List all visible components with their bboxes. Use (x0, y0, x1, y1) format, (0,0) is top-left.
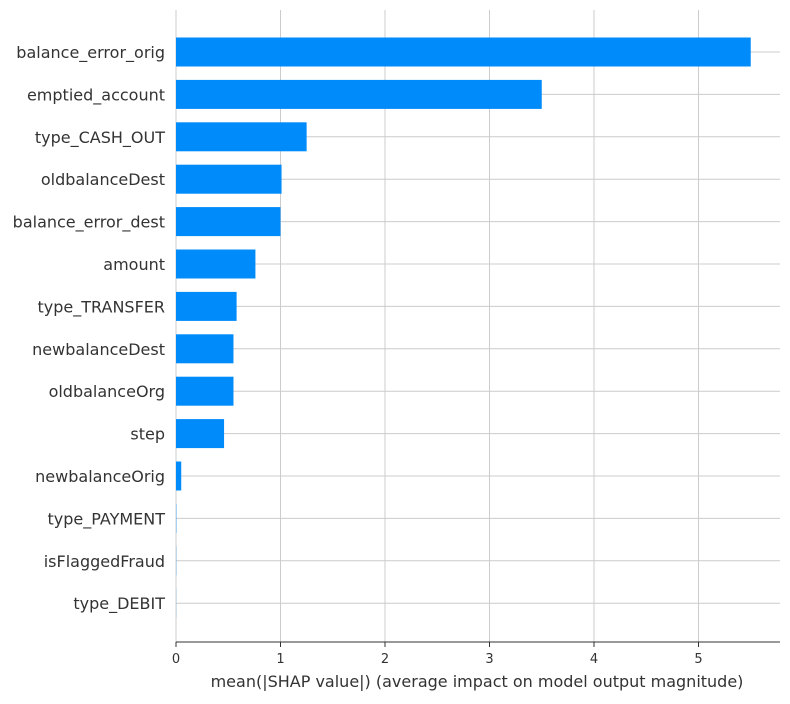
bar-oldbalanceDest (176, 165, 282, 194)
bar-amount (176, 250, 255, 279)
y-category-label: newbalanceOrig (35, 467, 165, 486)
x-tick-label: 4 (590, 652, 598, 667)
bar-emptied_account (176, 80, 542, 109)
y-category-label: step (130, 425, 165, 444)
y-category-label: type_PAYMENT (48, 509, 166, 529)
y-category-label: isFlaggedFraud (44, 552, 165, 571)
label-layer: balance_error_orig emptied_account type_CA… (13, 43, 166, 614)
y-category-label: balance_error_dest (13, 213, 165, 233)
x-tick-label: 2 (381, 652, 389, 667)
bar-type_CASH_OUT (176, 122, 307, 151)
bar-balance_error_orig (176, 38, 751, 67)
y-category-label: emptied_account (27, 85, 165, 105)
y-category-label: type_TRANSFER (38, 297, 165, 317)
y-category-label: type_CASH_OUT (35, 128, 165, 148)
y-category-label: amount (103, 255, 165, 274)
x-axis-label: mean(|SHAP value|) (average impact on mo… (211, 672, 744, 691)
axis-layer: 0 1 2 3 4 5 (172, 642, 780, 667)
bar-newbalanceDest (176, 334, 233, 363)
y-category-label: newbalanceDest (32, 340, 165, 359)
bar-layer (176, 38, 751, 618)
bar-newbalanceOrig (176, 462, 181, 491)
y-category-label: oldbalanceOrg (49, 382, 165, 401)
bar-step (176, 419, 224, 448)
bar-type_TRANSFER (176, 292, 237, 321)
y-category-label: balance_error_orig (16, 43, 165, 63)
bar-oldbalanceOrg (176, 377, 233, 406)
y-category-label: type_DEBIT (73, 594, 165, 614)
bar-balance_error_dest (176, 207, 280, 236)
x-tick-label: 0 (172, 652, 180, 667)
y-category-label: oldbalanceDest (41, 170, 165, 189)
x-tick-label: 3 (485, 652, 493, 667)
x-tick-label: 1 (276, 652, 284, 667)
x-tick-label: 5 (694, 652, 702, 667)
